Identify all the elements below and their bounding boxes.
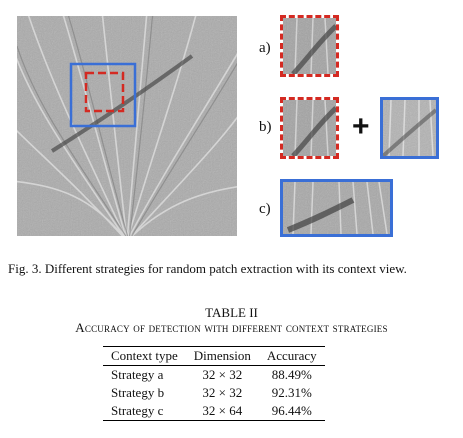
figure-3: a) b) + c) bbox=[17, 15, 439, 237]
table-cell: 96.44% bbox=[271, 403, 312, 418]
patch-a bbox=[280, 15, 339, 77]
row-label-b: b) bbox=[259, 119, 272, 135]
column-header: Dimension bbox=[193, 348, 251, 363]
table-row: Strategy c 32 × 64 96.44% bbox=[103, 402, 325, 421]
figure-caption: Fig. 3. Different strategies for random … bbox=[8, 261, 407, 276]
table-cell: 32 × 32 bbox=[202, 367, 243, 382]
column-header: Accuracy bbox=[266, 348, 317, 363]
row-label-c: c) bbox=[259, 201, 271, 217]
main-xray-image bbox=[17, 16, 237, 236]
table-cell: Strategy a bbox=[111, 367, 164, 382]
xray-texture bbox=[17, 16, 237, 236]
context-c bbox=[280, 179, 393, 237]
table-label: TABLE II bbox=[205, 305, 258, 320]
table-row: Strategy a 32 × 32 88.49% bbox=[103, 366, 325, 385]
column-header: Context type bbox=[111, 348, 178, 363]
table-cell: 92.31% bbox=[271, 385, 312, 400]
plus-sign: + bbox=[352, 110, 370, 143]
row-label-a: a) bbox=[259, 40, 271, 56]
table-cell: Strategy c bbox=[111, 403, 164, 418]
patch-b bbox=[280, 97, 339, 159]
table-cell: 32 × 32 bbox=[202, 385, 243, 400]
table-cell: Strategy b bbox=[111, 385, 165, 400]
table-row: Strategy b 32 × 32 92.31% bbox=[103, 384, 325, 402]
table-cell: 88.49% bbox=[271, 367, 312, 382]
context-b bbox=[380, 97, 439, 159]
table-title: Accuracy of detection with different con… bbox=[75, 320, 388, 335]
table-cell: 32 × 64 bbox=[202, 403, 243, 418]
results-table: Context type Dimension Accuracy Strategy… bbox=[103, 346, 325, 421]
table-header-row: Context type Dimension Accuracy bbox=[103, 346, 325, 366]
